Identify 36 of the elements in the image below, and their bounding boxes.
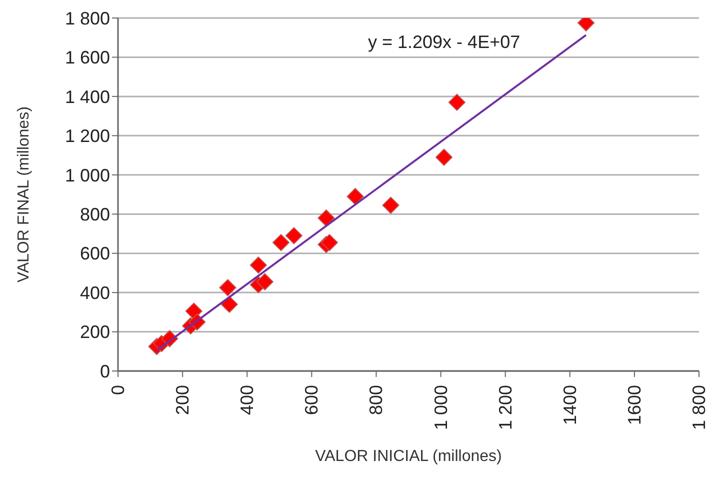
point [320,234,338,252]
annotation: y = 1.209x - 4E+07 [368,32,520,53]
y-axis-title: VALOR FINAL (millones) [16,106,33,283]
point [448,94,466,111]
y-tick-label: 0 [100,361,110,382]
point [436,148,453,166]
point [285,227,302,244]
point [346,188,364,205]
x-tick-label: 0 [108,385,128,396]
x-tick-label: 400 [237,385,258,416]
point [382,196,400,214]
point [219,279,236,296]
x-tick-label: 1400 [560,385,580,426]
x-tick-label: 1 200 [495,385,516,430]
y-tick-label: 1 600 [64,48,110,68]
y-tick-label: 1 800 [64,8,110,28]
x-tick-label: 1600 [624,385,644,426]
x-tick-label: 200 [172,385,193,416]
x-tick-label: 1 000 [430,385,451,430]
point [185,302,202,320]
point [250,256,267,274]
x-tick-label: 1 800 [689,385,709,430]
x-tick-label: 600 [302,385,322,416]
point [220,296,238,313]
point [256,273,274,290]
point [318,210,335,227]
y-tick-label: 1 200 [64,126,110,146]
point [272,234,290,252]
y-tick-label: 800 [80,204,110,224]
y-tick-label: 200 [80,322,110,342]
x-tick-label: 800 [366,385,386,416]
x-axis-title: VALOR INICIAL (millones) [315,448,502,465]
y-tick-label: 1 000 [64,165,110,186]
y-tick-label: 600 [80,244,110,264]
y-tick-label: 400 [80,282,110,303]
y-tick-label: 1 400 [64,86,110,107]
